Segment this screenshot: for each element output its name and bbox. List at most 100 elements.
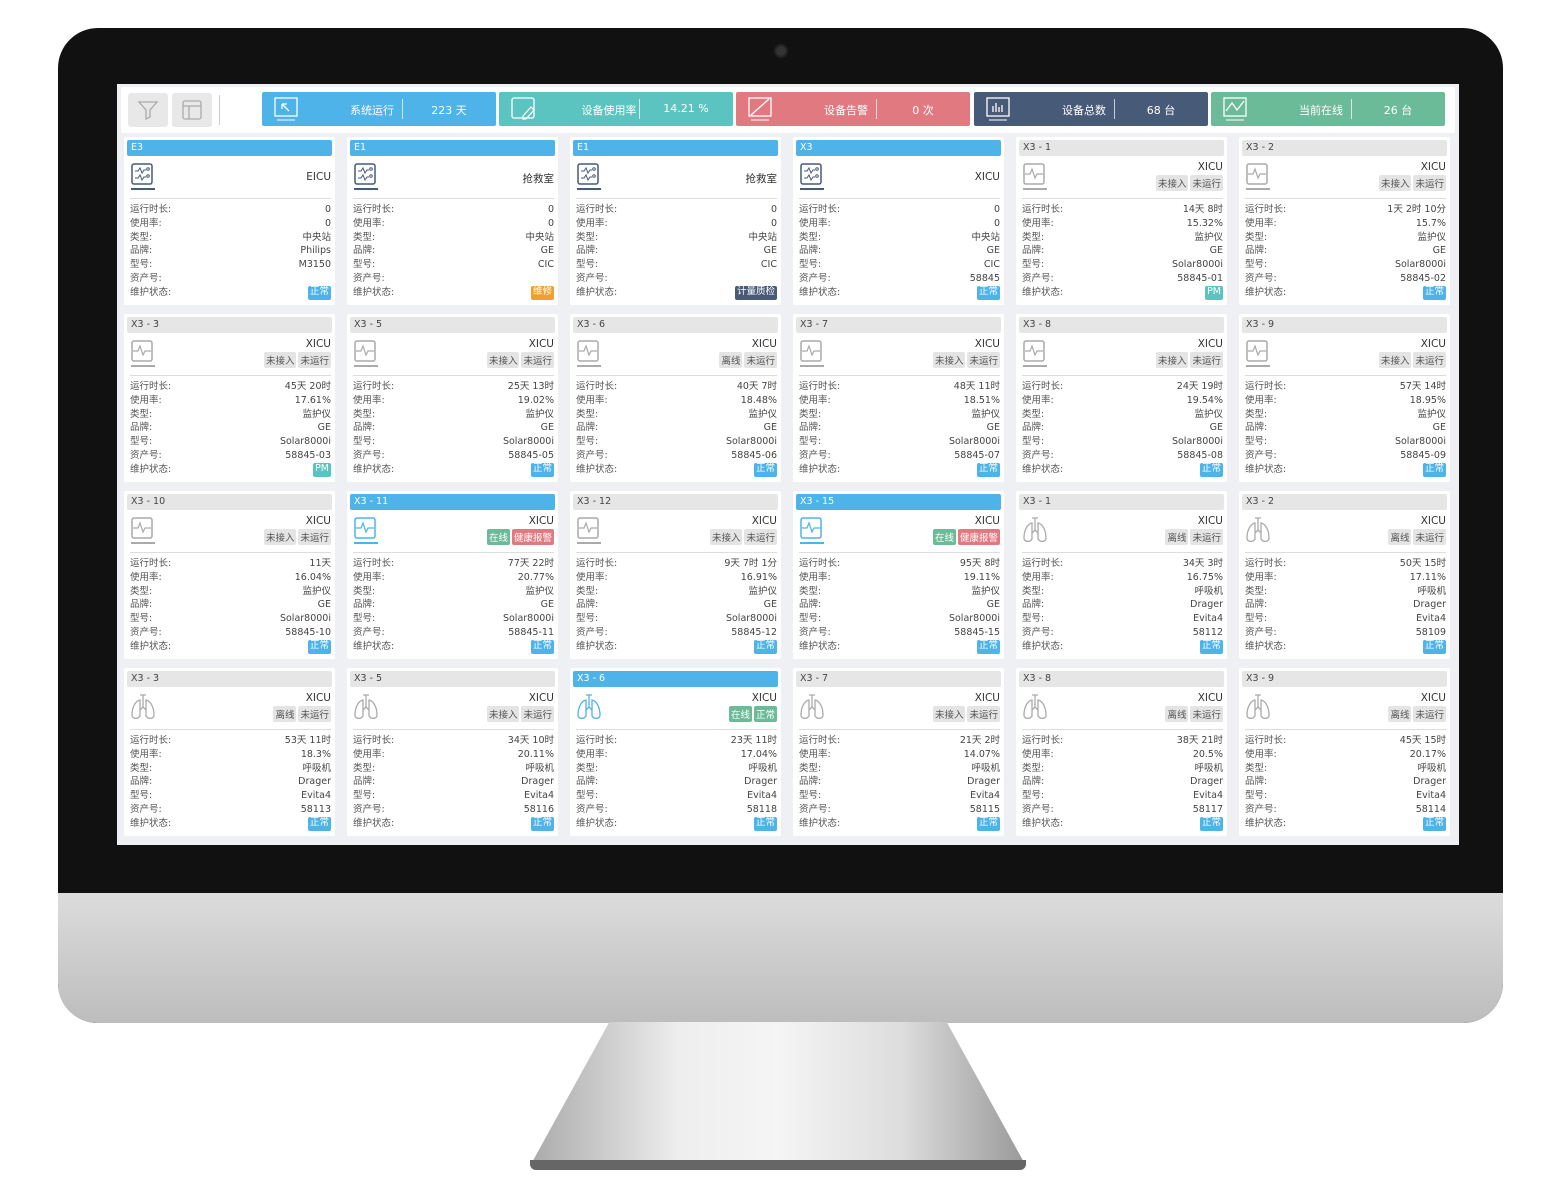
stat-tile-2[interactable]: 设备告警 0 次 xyxy=(736,92,970,126)
field-label: 资产号: xyxy=(1245,449,1277,461)
stat-value: 68 台 xyxy=(1146,104,1176,117)
field-row: 维护状态: PM xyxy=(1022,285,1223,300)
field-row: 维护状态: 正常 xyxy=(799,816,1000,831)
card-header: X3 - 1 xyxy=(1019,494,1224,510)
device-card[interactable]: X3 - 5 XICU 未接入 未运行 运行时长: 25天 13时 使用率: 19.02… xyxy=(347,314,558,482)
device-card[interactable]: X3 - 3 XICU 离线 未运行 运行时长: 53天 11时 使用率: 18.3% 类… xyxy=(124,668,335,836)
card-header: X3 xyxy=(796,140,1001,156)
field-row: 使用率: 20.17% xyxy=(1245,748,1446,762)
field-row: 运行时长: 50天 15时 xyxy=(1245,557,1446,571)
field-row: 维护状态: 正常 xyxy=(353,816,554,831)
field-row: 品牌: Drager xyxy=(1022,598,1223,612)
device-card[interactable]: X3 - 5 XICU 未接入 未运行 运行时长: 34天 10时 使用率: 20.11… xyxy=(347,668,558,836)
device-card[interactable]: X3 XICU 运行时长: 0 使用率: 0 类型: 中央站 品牌: GE 型号: CIC 资产号:… xyxy=(793,137,1004,305)
card-divider xyxy=(799,729,1000,730)
field-value: 监护仪 xyxy=(1194,231,1223,243)
field-value: 53天 11时 xyxy=(284,735,331,746)
field-value: 45天 20时 xyxy=(284,381,331,392)
stat-tile-4[interactable]: 当前在线 26 台 xyxy=(1211,92,1445,126)
device-card[interactable]: X3 - 11 XICU 在线 健康报警 运行时长: 77天 22时 使用率: 20.7… xyxy=(347,491,558,659)
device-card[interactable]: X3 - 7 XICU 未接入 未运行 运行时长: 21天 2时 使用率: 14.07%… xyxy=(793,668,1004,836)
field-label: 型号: xyxy=(130,790,153,802)
status-tags: 未接入 未运行 xyxy=(932,352,1000,368)
device-card[interactable]: X3 - 15 XICU 在线 健康报警 运行时长: 95天 8时 使用率: 19.11… xyxy=(793,491,1004,659)
device-card[interactable]: X3 - 8 XICU 未接入 未运行 运行时长: 24天 19时 使用率: 19.54… xyxy=(1016,314,1227,482)
field-row: 运行时长: 53天 11时 xyxy=(130,734,331,748)
field-value: 58845-11 xyxy=(508,626,554,638)
field-label: 维护状态: xyxy=(799,640,841,652)
location-label: XICU xyxy=(751,338,777,350)
field-value: 17.11% xyxy=(1409,571,1446,583)
location-label: XICU xyxy=(528,692,554,704)
card-header: X3 - 7 xyxy=(796,317,1001,333)
location-label: XICU xyxy=(305,338,331,350)
field-label: 型号: xyxy=(576,259,599,271)
stat-tile-0[interactable]: 系统运行 223 天 xyxy=(262,92,496,126)
status-tag: 未接入 xyxy=(1378,175,1412,191)
field-label: 资产号: xyxy=(799,803,831,815)
field-row: 型号: CIC xyxy=(353,258,554,272)
field-row: 型号: Evita4 xyxy=(1022,612,1223,626)
device-card[interactable]: X3 - 2 XICU 未接入 未运行 运行时长: 1天 2时 10分 使用率: 15.… xyxy=(1239,137,1450,305)
location-label: XICU xyxy=(974,171,1000,183)
device-card[interactable]: X3 - 10 XICU 未接入 未运行 运行时长: 11天 使用率: 16.04% 类型… xyxy=(124,491,335,659)
field-label: 资产号: xyxy=(130,272,162,284)
field-label: 型号: xyxy=(799,790,822,802)
field-value: 11天 xyxy=(309,558,331,569)
field-row: 资产号: 58845-02 xyxy=(1245,272,1446,286)
device-card[interactable]: X3 - 8 XICU 离线 未运行 运行时长: 38天 21时 使用率: 20.5% 类… xyxy=(1016,668,1227,836)
status-tag: 未运行 xyxy=(1413,352,1446,368)
field-value: GE xyxy=(763,422,777,434)
stat-tile-1[interactable]: 设备使用率 14.21 % xyxy=(499,92,733,126)
device-card[interactable]: X3 - 12 XICU 未接入 未运行 运行时长: 9天 7时 1分 使用率: 16.… xyxy=(570,491,781,659)
field-label: 类型: xyxy=(130,585,153,597)
field-value: Evita4 xyxy=(301,790,331,802)
field-value: 监护仪 xyxy=(748,585,777,597)
field-row: 维护状态: 正常 xyxy=(130,285,331,300)
field-label: 资产号: xyxy=(576,449,608,461)
device-card[interactable]: E3 EICU 运行时长: 0 使用率: 0 类型: 中央站 品牌: Philips 型号: M3… xyxy=(124,137,335,305)
device-card[interactable]: X3 - 1 XICU 未接入 未运行 运行时长: 14天 8时 使用率: 15.32%… xyxy=(1016,137,1227,305)
field-label: 资产号: xyxy=(1245,272,1277,284)
patient-monitor-icon xyxy=(1246,163,1270,190)
field-row: 使用率: 19.02% xyxy=(353,394,554,408)
field-value: 15.32% xyxy=(1186,217,1223,229)
field-value: Solar8000i xyxy=(1171,259,1223,271)
field-value: 16.04% xyxy=(294,571,331,583)
field-label: 品牌: xyxy=(1245,776,1268,788)
status-tag: 未接入 xyxy=(932,706,966,722)
field-row: 资产号: 58115 xyxy=(799,803,1000,817)
card-header: X3 - 1 xyxy=(1019,140,1224,156)
field-value: 58845-12 xyxy=(731,626,777,638)
device-card[interactable]: X3 - 2 XICU 离线 未运行 运行时长: 50天 15时 使用率: 17.11%… xyxy=(1239,491,1450,659)
device-card[interactable]: E1 抢救室 运行时长: 0 使用率: 0 类型: 中央站 品牌: GE 型号: CIC 资产号: 维… xyxy=(570,137,781,305)
location-label: XICU xyxy=(528,515,554,527)
device-card[interactable]: X3 - 6 XICU 离线 未运行 运行时长: 40天 7时 使用率: 18.48% 类… xyxy=(570,314,781,482)
stat-tile-3[interactable]: 设备总数 68 台 xyxy=(974,92,1208,126)
field-value: 58114 xyxy=(1415,803,1446,815)
field-label: 运行时长: xyxy=(576,381,618,392)
stat-value: 223 天 xyxy=(431,104,467,117)
field-row: 资产号: 58845-05 xyxy=(353,449,554,463)
field-label: 使用率: xyxy=(353,394,385,406)
field-value: 58117 xyxy=(1192,803,1223,815)
field-value: 呼吸机 xyxy=(525,762,554,774)
field-value: Solar8000i xyxy=(279,613,331,625)
filter-button[interactable] xyxy=(128,93,168,127)
status-tags: 未接入 未运行 xyxy=(263,529,331,545)
card-header: X3 - 8 xyxy=(1019,317,1224,333)
field-label: 维护状态: xyxy=(130,286,172,298)
device-card[interactable]: X3 - 6 XICU 在线 正常 运行时长: 23天 11时 使用率: 17.04% 类… xyxy=(570,668,781,836)
field-label: 资产号: xyxy=(1022,803,1054,815)
device-card[interactable]: X3 - 1 XICU 离线 未运行 运行时长: 34天 3时 使用率: 16.75% 类… xyxy=(1016,491,1227,659)
field-value: Solar8000i xyxy=(1394,259,1446,271)
field-row: 资产号: 58845-09 xyxy=(1245,449,1446,463)
layout-button[interactable] xyxy=(172,93,212,127)
device-card[interactable]: X3 - 9 XICU 未接入 未运行 运行时长: 57天 14时 使用率: 18.95… xyxy=(1239,314,1450,482)
field-value: 监护仪 xyxy=(748,408,777,420)
device-card[interactable]: X3 - 3 XICU 未接入 未运行 运行时长: 45天 20时 使用率: 17.61… xyxy=(124,314,335,482)
device-card[interactable]: X3 - 7 XICU 未接入 未运行 运行时长: 48天 11时 使用率: 18.51… xyxy=(793,314,1004,482)
maintenance-status-badge: 正常 xyxy=(976,639,1000,654)
device-card[interactable]: E1 抢救室 运行时长: 0 使用率: 0 类型: 中央站 品牌: GE 型号: CIC 资产号: 维… xyxy=(347,137,558,305)
device-card[interactable]: X3 - 9 XICU 离线 未运行 运行时长: 45天 15时 使用率: 20.17%… xyxy=(1239,668,1450,836)
